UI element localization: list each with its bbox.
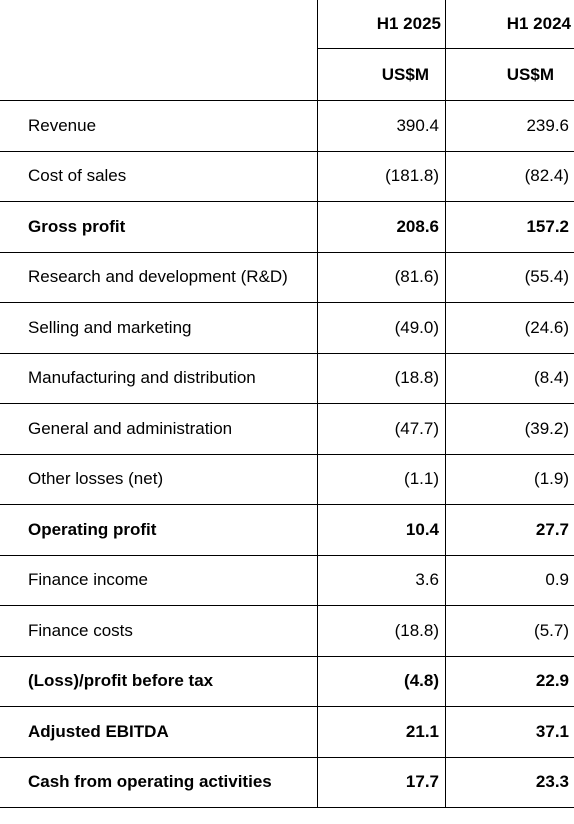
table-row: General and administration (47.7) (39.2) — [0, 404, 574, 455]
table-row: Operating profit 10.4 27.7 — [0, 505, 574, 556]
value-h1-2025: 3.6 — [317, 555, 445, 605]
period-label: H1 2024 — [446, 0, 574, 49]
value-h1-2024: 22.9 — [445, 656, 574, 706]
row-label: Cash from operating activities — [28, 772, 272, 792]
value-h1-2025: 390.4 — [317, 101, 445, 151]
value-h1-2025: (18.8) — [317, 606, 445, 656]
table-row: Other losses (net) (1.1) (1.9) — [0, 454, 574, 505]
value-h1-2025: 17.7 — [317, 757, 445, 807]
value-h1-2025: (47.7) — [317, 404, 445, 454]
row-label: Revenue — [28, 115, 97, 135]
row-label: Cost of sales — [28, 166, 127, 186]
row-label: Finance income — [28, 570, 149, 590]
value-h1-2024: 23.3 — [445, 757, 574, 807]
value-h1-2025: (49.0) — [317, 303, 445, 353]
row-label: Research and development (R&D) — [28, 267, 288, 287]
table-row: Revenue 390.4 239.6 — [0, 101, 574, 152]
row-label: Other losses (net) — [28, 469, 164, 489]
table-row: Cash from operating activities 17.7 23.3 — [0, 757, 574, 808]
value-h1-2025: (1.1) — [317, 454, 445, 504]
unit-label: US$M — [381, 64, 429, 84]
value-h1-2024: (1.9) — [445, 454, 574, 504]
value-h1-2024: (39.2) — [445, 404, 574, 454]
value-h1-2024: (24.6) — [445, 303, 574, 353]
table-header: H1 2025 US$M H1 2024 US$M — [0, 0, 574, 101]
value-h1-2024: (8.4) — [445, 353, 574, 403]
value-h1-2024: (5.7) — [445, 606, 574, 656]
column-header-h1-2024: H1 2024 US$M — [445, 0, 574, 100]
row-label: Adjusted EBITDA — [28, 721, 169, 741]
row-label: (Loss)/profit before tax — [28, 671, 214, 691]
value-h1-2025: 208.6 — [317, 202, 445, 252]
table-row: Finance costs (18.8) (5.7) — [0, 606, 574, 657]
table-row: Finance income 3.6 0.9 — [0, 555, 574, 606]
value-h1-2024: (82.4) — [445, 151, 574, 201]
value-h1-2024: (55.4) — [445, 252, 574, 302]
table-row: (Loss)/profit before tax (4.8) 22.9 — [0, 656, 574, 707]
table-body: Revenue 390.4 239.6 Cost of sales (181.8) (82… — [0, 101, 574, 808]
value-h1-2024: 0.9 — [445, 555, 574, 605]
value-h1-2025: (81.6) — [317, 252, 445, 302]
row-label: Manufacturing and distribution — [28, 368, 256, 388]
value-h1-2025: 10.4 — [317, 505, 445, 555]
value-h1-2025: (4.8) — [317, 656, 445, 706]
table-row: Gross profit 208.6 157.2 — [0, 202, 574, 253]
table-row: Adjusted EBITDA 21.1 37.1 — [0, 707, 574, 758]
value-h1-2024: 157.2 — [445, 202, 574, 252]
row-label: Selling and marketing — [28, 317, 192, 337]
row-label: Gross profit — [28, 216, 126, 236]
unit-label: US$M — [506, 64, 554, 84]
value-h1-2025: (181.8) — [317, 151, 445, 201]
row-label: Operating profit — [28, 519, 157, 539]
value-h1-2024: 37.1 — [445, 707, 574, 757]
table-row: Research and development (R&D) (81.6) (55.… — [0, 252, 574, 303]
table-row: Selling and marketing (49.0) (24.6) — [0, 303, 574, 354]
value-h1-2024: 239.6 — [445, 101, 574, 151]
value-h1-2025: (18.8) — [317, 353, 445, 403]
value-h1-2024: 27.7 — [445, 505, 574, 555]
row-label: Finance costs — [28, 620, 133, 640]
column-header-h1-2025: H1 2025 US$M — [317, 0, 446, 100]
period-label: H1 2025 — [318, 0, 446, 49]
table-row: Cost of sales (181.8) (82.4) — [0, 151, 574, 202]
row-label: General and administration — [28, 418, 233, 438]
value-h1-2025: 21.1 — [317, 707, 445, 757]
table-row: Manufacturing and distribution (18.8) (8.4… — [0, 353, 574, 404]
